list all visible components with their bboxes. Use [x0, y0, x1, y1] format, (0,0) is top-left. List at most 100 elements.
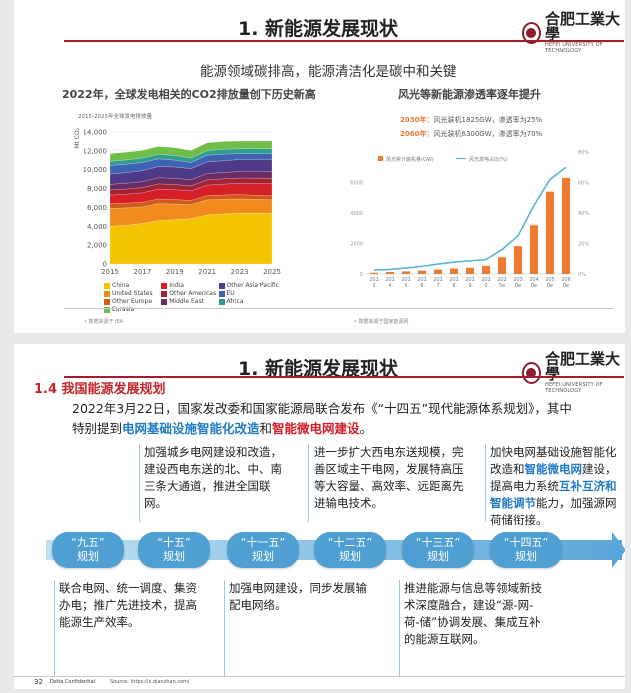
- legend-item: Other Europe: [104, 298, 161, 305]
- plan-13th-pill: “十三五” 规划: [402, 532, 474, 568]
- pill-line-1: “十二五”: [327, 536, 373, 549]
- capacity-bar: [562, 177, 570, 274]
- plan-14th-text-part: 加快电网基础设施智能化改造和: [490, 445, 617, 476]
- x-tick-label: 201: [417, 277, 427, 283]
- timeline-divider: [139, 444, 140, 522]
- x-tick-label: 2023: [231, 268, 249, 276]
- plan-12th-text: 进一步扩大西电东送规模，完善区域主干电网，发展特高压等大容量、高效率、远距离先进…: [314, 445, 464, 510]
- penetration-bar-chart: 02000400060000%20%40%60%80%2013201420152…: [350, 150, 589, 289]
- x-tick-label: 0e: [563, 283, 569, 289]
- legend-item: Africa: [218, 298, 280, 305]
- plan-14th-text-part: 能力，加强源网荷储衔接。: [490, 496, 617, 527]
- plan-9th-text: 联合电网、统一调度、集资办电；推广先进技术，提高能源生产效率。: [59, 581, 197, 629]
- pill-line-1: “九五”: [71, 536, 105, 549]
- legend-label: Eurasia: [112, 306, 135, 313]
- x-tick-label: 0e: [547, 283, 553, 289]
- intro-text: 特别提到: [72, 421, 123, 436]
- intro-text: 。: [359, 421, 373, 436]
- pill-line-2: 规划: [427, 550, 449, 563]
- x-tick-label: 203: [513, 277, 523, 283]
- legend-swatch: [161, 290, 168, 297]
- capacity-bar: [434, 269, 442, 274]
- capacity-bar: [498, 257, 506, 274]
- target-note: 2030年：风光装机1825GW，渗透率为25%: [400, 115, 542, 125]
- emissions-area-chart: 0 2,000 4,000 6,000 8,000 10,000 12,000 14,000 2…: [84, 129, 281, 277]
- slide-subtitle: 能源领域碳排高，能源清洁化是碳中和关键: [200, 64, 457, 80]
- y-left-tick-label: 2000: [350, 242, 363, 248]
- university-logo: 合肥工業大學 HEFEI UNIVERSITY OF TECHNOLOGY: [522, 12, 625, 54]
- legend-swatch: [218, 282, 225, 289]
- legend-label: Other Americas: [169, 290, 217, 297]
- capacity-bar: [482, 265, 490, 274]
- legend-label: Africa: [226, 298, 244, 305]
- page-number: 32: [34, 678, 43, 686]
- legend-swatch: [161, 282, 168, 289]
- x-tick-label: 2017: [133, 268, 151, 276]
- title-rule: [64, 40, 624, 42]
- legend-label-line: 风光发电占比(%): [469, 156, 508, 163]
- y-left-tick-label: 0: [360, 272, 363, 278]
- university-seal-icon: [522, 22, 541, 44]
- x-tick-label: 6: [420, 283, 423, 289]
- x-tick-label: 9: [468, 283, 471, 289]
- university-seal-icon: [522, 362, 541, 384]
- x-tick-label: 8: [452, 283, 455, 289]
- y-right-tick-label: 0%: [578, 272, 586, 278]
- y-tick-label: 6,000: [87, 204, 107, 212]
- target-note-text: 风光装机6300GW，渗透率为70%: [433, 130, 543, 138]
- plan-14th-highlight: 智能微电网: [524, 462, 583, 476]
- x-tick-label: 4: [388, 283, 391, 289]
- timeline-arrowhead: [612, 532, 625, 568]
- logo-name: 合肥工業大學: [544, 10, 620, 43]
- legend-item: EU: [218, 290, 280, 297]
- y-right-tick-label: 80%: [578, 150, 589, 156]
- y-tick-label: 0: [103, 261, 107, 269]
- y-right-tick-label: 20%: [578, 242, 589, 248]
- y-tick-label: 14,000: [84, 129, 107, 137]
- pill-line-1: “十五”: [157, 536, 191, 549]
- x-tick-label: 201: [449, 277, 459, 283]
- x-tick-label: 201: [433, 277, 443, 283]
- slide-title: 1. 新能源发展现状: [238, 18, 399, 40]
- plan-10th-pill: “十五” 规划: [138, 532, 210, 568]
- plan-13th-text: 推进能源与信息等领域新技术深度融合，建设“源-网-荷-储”协调发展、集成互补的能…: [404, 581, 542, 646]
- legend-label: United States: [112, 290, 153, 297]
- logo-english-name: HEFEI UNIVERSITY OF TECHNOLOGY: [544, 42, 603, 54]
- pill-line-2: 规划: [163, 550, 185, 563]
- plan-14th-text-part: 建设，提高电力系统: [490, 462, 617, 493]
- pill-line-2: 规划: [77, 550, 99, 563]
- intro-highlight-microgrid: 智能微电网建设: [272, 421, 360, 436]
- x-tick-label: 201: [369, 277, 379, 283]
- legend-item: Eurasia: [104, 306, 161, 313]
- x-tick-label: 204: [529, 277, 539, 283]
- capacity-bar: [370, 272, 378, 274]
- area-chart-legend: China India Other Asia Pacific United State…: [104, 282, 279, 313]
- legend-swatch: [218, 298, 225, 305]
- left-source: • 数据来源于 IEA: [84, 319, 124, 325]
- legend-item: Other Asia Pacific: [218, 282, 280, 289]
- x-tick-label: 202: [481, 277, 491, 283]
- slide-title: 1. 新能源发展现状: [238, 358, 399, 380]
- plan-14th-pill: “十四五” 规划: [490, 532, 562, 568]
- slide-1: 1. 新能源发展现状 合肥工業大學 HEFEI UNIVERSITY OF TE…: [14, 0, 625, 333]
- footer-rule: [64, 308, 614, 309]
- x-tick-label: 201: [401, 277, 411, 283]
- y-right-tick-label: 60%: [578, 181, 589, 187]
- legend-item: Other Americas: [161, 290, 218, 297]
- timeline-divider: [399, 580, 400, 676]
- x-tick-label: 2025: [263, 268, 281, 276]
- legend-label: Other Asia Pacific: [226, 282, 280, 289]
- x-tick-label: 5e: [499, 283, 505, 289]
- y-left-tick-label: 4000: [350, 211, 363, 217]
- right-chart-title: 风光等新能源渗透率逐年提升: [398, 88, 541, 101]
- plan-9th-pill: “九五” 规划: [52, 532, 124, 568]
- x-tick-label: 201: [385, 277, 395, 283]
- x-tick-label: 5: [404, 283, 407, 289]
- title-rule: [64, 376, 624, 378]
- legend-item: India: [161, 282, 218, 289]
- pill-line-1: “十四五”: [503, 536, 549, 549]
- legend-label: China: [112, 282, 130, 289]
- timeline-divider: [224, 580, 225, 676]
- intro-line-1: 2022年3月22日，国家发改委和国家能源局联合发布《“十四五”现代能源体系规划…: [72, 401, 572, 416]
- legend-label: Other Europe: [112, 298, 153, 305]
